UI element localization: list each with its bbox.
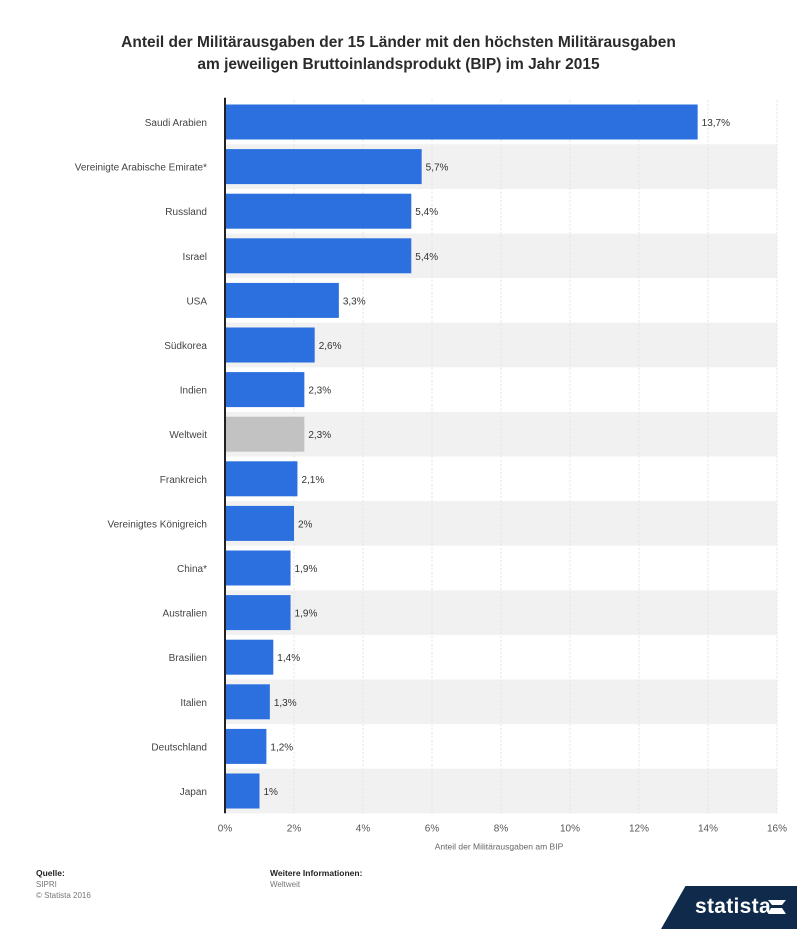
x-tick-label: 2% xyxy=(287,823,302,834)
gridlines xyxy=(293,99,778,814)
statista-logo[interactable]: statista xyxy=(661,886,797,929)
bars xyxy=(225,104,698,809)
category-label: Brasilien xyxy=(169,653,207,664)
category-label: Saudi Arabien xyxy=(145,118,207,129)
x-tick-label: 10% xyxy=(560,823,580,834)
category-label: Weltweit xyxy=(169,430,207,441)
value-label: 1,9% xyxy=(295,564,318,575)
category-label: Israel xyxy=(183,252,207,263)
category-label: Südkorea xyxy=(164,341,207,352)
source-name[interactable]: SIPRI xyxy=(36,880,57,889)
source-label: Quelle: xyxy=(36,868,65,878)
category-label: Deutschland xyxy=(151,742,207,753)
bar[interactable] xyxy=(225,505,294,541)
value-label: 5,4% xyxy=(415,252,438,263)
row-band xyxy=(225,768,777,814)
value-label: 5,4% xyxy=(415,207,438,218)
chart-title-line-1: Anteil der Militärausgaben der 15 Länder… xyxy=(121,34,676,51)
info-value: Weltweit xyxy=(270,880,301,889)
bar[interactable] xyxy=(225,282,339,318)
info-label: Weitere Informationen: xyxy=(270,868,363,878)
x-tick-label: 16% xyxy=(767,823,787,834)
value-label: 13,7% xyxy=(702,118,730,129)
x-tick-label: 14% xyxy=(698,823,718,834)
x-tick-label: 8% xyxy=(494,823,509,834)
x-tick-label: 4% xyxy=(356,823,371,834)
category-labels: Saudi Arabien Vereinigte Arabische Emirat… xyxy=(75,118,208,798)
chart-title-line-2: am jeweiligen Bruttoinlandsprodukt (BIP)… xyxy=(197,56,600,73)
source-block: Quelle: SIPRI © Statista 2016 xyxy=(36,868,91,901)
value-label: 2,1% xyxy=(301,475,324,486)
bar[interactable] xyxy=(225,193,412,229)
bar[interactable] xyxy=(225,684,270,720)
value-label: 2,6% xyxy=(319,341,342,352)
category-label: China* xyxy=(177,564,207,575)
value-label: 3,3% xyxy=(343,296,366,307)
x-axis-ticks: 0% 2% 4% 6% 8% 10% 12% 14% 16% xyxy=(218,823,787,834)
x-tick-label: 0% xyxy=(218,823,233,834)
value-label: 2,3% xyxy=(308,430,331,441)
value-label: 2,3% xyxy=(308,386,331,397)
value-label: 1,2% xyxy=(270,742,293,753)
value-label: 1,4% xyxy=(277,653,300,664)
value-label: 1,9% xyxy=(295,609,318,620)
statista-logo-text: statista xyxy=(695,895,771,918)
category-label: Japan xyxy=(180,787,207,798)
statista-logo-icon xyxy=(768,900,786,914)
bar[interactable] xyxy=(225,149,422,185)
category-label: Russland xyxy=(165,207,207,218)
category-label: Frankreich xyxy=(160,475,207,486)
bar-chart: Saudi Arabien Vereinigte Arabische Emirat… xyxy=(75,97,787,851)
bar[interactable] xyxy=(225,372,305,408)
value-label: 1,3% xyxy=(274,698,297,709)
category-label: Indien xyxy=(180,386,207,397)
value-label: 5,7% xyxy=(426,163,449,174)
bar[interactable] xyxy=(225,416,305,452)
copyright-text: © Statista 2016 xyxy=(36,891,91,900)
bar[interactable] xyxy=(225,728,267,764)
bar[interactable] xyxy=(225,550,291,586)
bar[interactable] xyxy=(225,595,291,631)
bar[interactable] xyxy=(225,639,274,675)
bar[interactable] xyxy=(225,327,315,363)
category-label: Vereinigte Arabische Emirate* xyxy=(75,163,207,174)
x-tick-label: 6% xyxy=(425,823,440,834)
bar[interactable] xyxy=(225,238,412,274)
info-block: Weitere Informationen: Weltweit xyxy=(270,868,362,890)
chart-title: Anteil der Militärausgaben der 15 Länder… xyxy=(40,32,757,76)
bar[interactable] xyxy=(225,104,698,140)
bar[interactable] xyxy=(225,773,260,809)
value-labels: 13,7% 5,7% 5,4% 5,4% 3,3% 2,6% 2,3% 2,3% 2,1% 2% 1… xyxy=(264,118,731,798)
value-label: 1% xyxy=(264,787,279,798)
bar[interactable] xyxy=(225,461,298,497)
category-label: Vereinigtes Königreich xyxy=(107,519,207,530)
x-axis-label: Anteil der Militärausgaben am BIP xyxy=(435,841,564,851)
x-tick-label: 12% xyxy=(629,823,649,834)
category-label: Italien xyxy=(180,698,207,709)
category-label: Australien xyxy=(163,609,207,620)
category-label: USA xyxy=(186,296,207,307)
value-label: 2% xyxy=(298,519,313,530)
